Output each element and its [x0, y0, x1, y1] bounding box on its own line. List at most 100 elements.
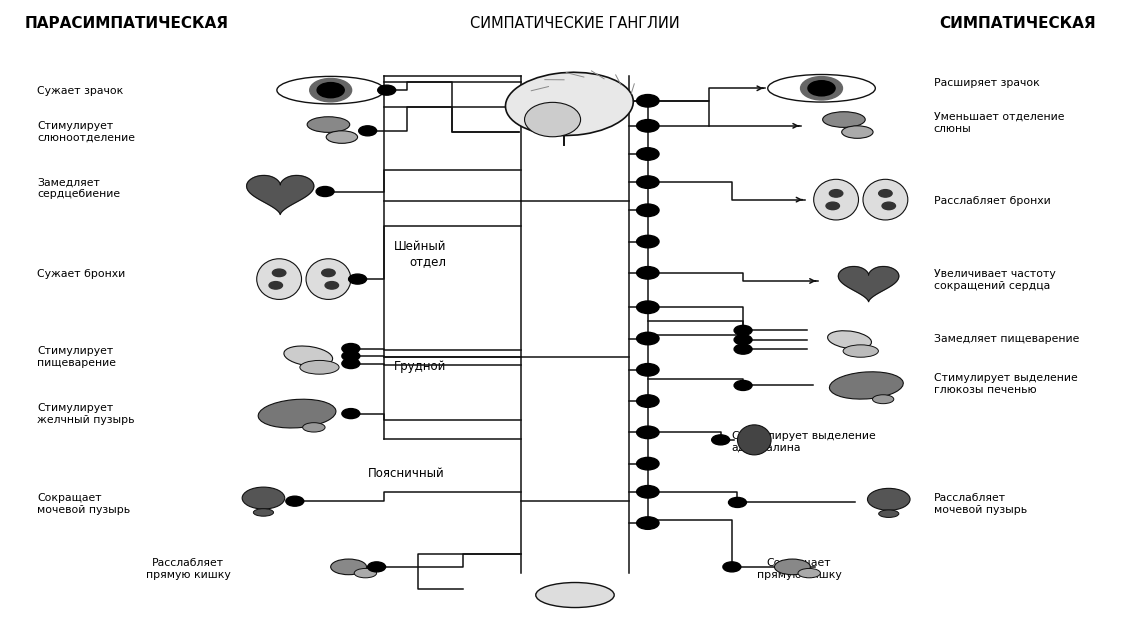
Ellipse shape [828, 330, 871, 349]
Ellipse shape [768, 75, 876, 102]
Circle shape [808, 81, 835, 96]
Text: Поясничный: Поясничный [368, 466, 445, 480]
Circle shape [316, 186, 334, 196]
Ellipse shape [284, 346, 333, 366]
Circle shape [636, 235, 659, 248]
Ellipse shape [257, 259, 301, 300]
Text: Стимулирует выделение
глюкозы печенью: Стимулирует выделение глюкозы печенью [934, 372, 1077, 394]
Circle shape [342, 409, 360, 419]
Ellipse shape [331, 559, 367, 575]
Ellipse shape [872, 395, 894, 404]
Circle shape [734, 335, 752, 345]
Text: Стимулирует выделение
адреналина: Стимулирует выделение адреналина [732, 431, 876, 453]
Circle shape [722, 562, 741, 572]
Circle shape [636, 95, 659, 107]
Circle shape [734, 344, 752, 354]
Circle shape [317, 83, 344, 98]
Ellipse shape [863, 179, 908, 220]
Ellipse shape [829, 372, 903, 399]
Circle shape [810, 82, 833, 95]
Ellipse shape [822, 112, 866, 127]
Text: СИМПАТИЧЕСКИЕ ГАНГЛИИ: СИМПАТИЧЕСКИЕ ГАНГЛИИ [470, 16, 679, 31]
Circle shape [636, 120, 659, 132]
Circle shape [349, 274, 367, 284]
Ellipse shape [302, 423, 325, 432]
Circle shape [636, 395, 659, 408]
Polygon shape [838, 266, 899, 302]
Ellipse shape [307, 117, 350, 132]
Circle shape [319, 84, 342, 97]
Circle shape [636, 148, 659, 161]
Circle shape [711, 435, 729, 445]
Text: ПАРАСИМПАТИЧЕСКАЯ: ПАРАСИМПАТИЧЕСКАЯ [25, 16, 228, 31]
Text: Замедляет
сердцебиение: Замедляет сердцебиение [37, 177, 120, 199]
Circle shape [286, 496, 303, 506]
Ellipse shape [843, 345, 878, 357]
Polygon shape [247, 176, 314, 214]
Circle shape [321, 269, 335, 277]
Circle shape [826, 202, 840, 209]
Ellipse shape [868, 488, 910, 510]
Ellipse shape [277, 76, 384, 104]
Circle shape [636, 426, 659, 439]
Ellipse shape [525, 102, 580, 137]
Text: Замедляет пищеварение: Замедляет пищеварение [934, 334, 1079, 344]
Text: Расширяет зрачок: Расширяет зрачок [934, 78, 1039, 88]
Circle shape [636, 485, 659, 498]
Circle shape [342, 359, 360, 369]
Ellipse shape [242, 487, 285, 509]
Text: Расслабляет
мочевой пузырь: Расслабляет мочевой пузырь [934, 493, 1027, 515]
Circle shape [636, 204, 659, 216]
Text: Сокращает
прямую кишку: Сокращает прямую кишку [757, 558, 842, 580]
Circle shape [310, 78, 352, 102]
Ellipse shape [506, 72, 633, 135]
Text: Уменьшает отделение
слюны: Уменьшает отделение слюны [934, 112, 1064, 134]
Ellipse shape [253, 508, 274, 516]
Text: Стимулирует
пищеварение: Стимулирует пищеварение [37, 346, 116, 368]
Circle shape [636, 364, 659, 376]
Text: Сужает зрачок: Сужает зрачок [37, 87, 124, 97]
Ellipse shape [306, 259, 351, 300]
Text: Шейный
отдел: Шейный отдел [393, 240, 446, 268]
Circle shape [325, 282, 339, 289]
Circle shape [378, 85, 395, 95]
Text: Грудной: Грудной [394, 360, 446, 373]
Text: Увеличивает частоту
сокращений сердца: Увеличивает частоту сокращений сердца [934, 270, 1055, 292]
Circle shape [636, 457, 659, 470]
Circle shape [342, 351, 360, 361]
Text: СИМПАТИЧЕСКАЯ: СИМПАТИЧЕСКАЯ [939, 16, 1096, 31]
Text: Сужает бронхи: Сужает бронхи [37, 269, 125, 279]
Circle shape [342, 344, 360, 354]
Ellipse shape [536, 582, 615, 608]
Circle shape [368, 562, 385, 572]
Ellipse shape [797, 569, 820, 578]
Text: Расслабляет
прямую кишку: Расслабляет прямую кишку [147, 558, 231, 580]
Ellipse shape [878, 510, 899, 517]
Ellipse shape [813, 179, 859, 220]
Circle shape [636, 517, 659, 529]
Circle shape [882, 202, 895, 209]
Circle shape [829, 189, 843, 197]
Ellipse shape [300, 361, 339, 374]
Circle shape [728, 497, 746, 507]
Ellipse shape [258, 399, 336, 428]
Ellipse shape [737, 425, 771, 455]
Circle shape [734, 325, 752, 335]
Circle shape [636, 332, 659, 345]
Circle shape [801, 76, 843, 100]
Ellipse shape [354, 569, 377, 578]
Circle shape [734, 381, 752, 391]
Circle shape [359, 126, 377, 136]
Circle shape [636, 301, 659, 314]
Circle shape [273, 269, 286, 277]
Ellipse shape [775, 559, 810, 575]
Text: Сокращает
мочевой пузырь: Сокращает мочевой пузырь [37, 493, 131, 515]
Text: Расслабляет бронхи: Расслабляет бронхи [934, 196, 1051, 206]
Ellipse shape [326, 131, 358, 144]
Circle shape [878, 189, 892, 197]
Circle shape [636, 266, 659, 279]
Circle shape [636, 176, 659, 188]
Text: Стимулирует
желчный пузырь: Стимулирует желчный пузырь [37, 403, 134, 424]
Ellipse shape [842, 126, 874, 139]
Text: Стимулирует
слюноотделение: Стимулирует слюноотделение [37, 121, 135, 143]
